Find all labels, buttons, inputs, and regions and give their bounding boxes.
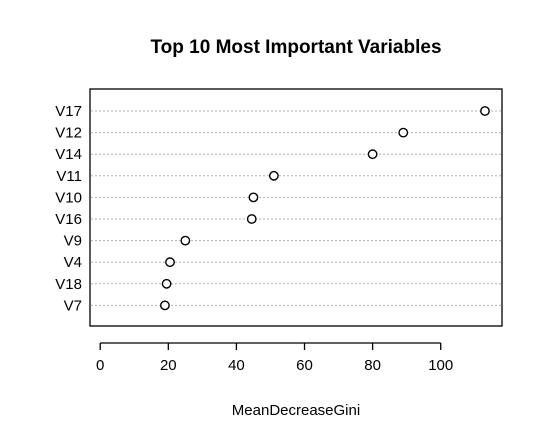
data-point-v10 <box>248 192 259 203</box>
data-point-v16 <box>246 214 257 224</box>
data-point-v7 <box>160 300 170 311</box>
data-point-v9 <box>180 235 191 246</box>
x-tick-label-80: 80 <box>364 357 381 374</box>
category-label-v12: V12 <box>55 125 82 142</box>
x-tick-label-20: 20 <box>160 357 177 374</box>
category-label-v9: V9 <box>64 233 82 250</box>
category-label-v16: V16 <box>55 211 82 228</box>
category-labels: V17 V12 V14 V11 V10 V16 V9 V4 V18 V7 <box>55 103 82 314</box>
x-tick-label-40: 40 <box>228 357 245 374</box>
category-label-v17: V17 <box>55 103 82 120</box>
x-tick-label-100: 100 <box>428 357 453 374</box>
data-point-v4 <box>165 257 175 268</box>
category-label-v7: V7 <box>64 297 82 314</box>
category-label-v14: V14 <box>55 146 82 163</box>
data-points <box>160 106 490 311</box>
x-axis-label: MeanDecreaseGini <box>232 402 360 419</box>
chart-title: Top 10 Most Important Variables <box>150 37 441 58</box>
category-label-v11: V11 <box>56 168 82 185</box>
category-label-v10: V10 <box>55 189 82 206</box>
x-tick-label-0: 0 <box>96 357 104 374</box>
category-label-v4: V4 <box>64 254 82 271</box>
plot-frame <box>89 88 503 327</box>
data-point-v18 <box>161 278 172 289</box>
data-point-v11 <box>268 170 279 181</box>
x-tick-label-60: 60 <box>296 357 313 374</box>
data-point-v17 <box>480 106 490 116</box>
x-axis: 0 20 40 60 80 100 <box>96 342 453 374</box>
data-point-v14 <box>367 149 378 160</box>
data-point-v12 <box>398 127 409 138</box>
category-label-v18: V18 <box>55 276 82 293</box>
guide-lines <box>91 110 501 306</box>
